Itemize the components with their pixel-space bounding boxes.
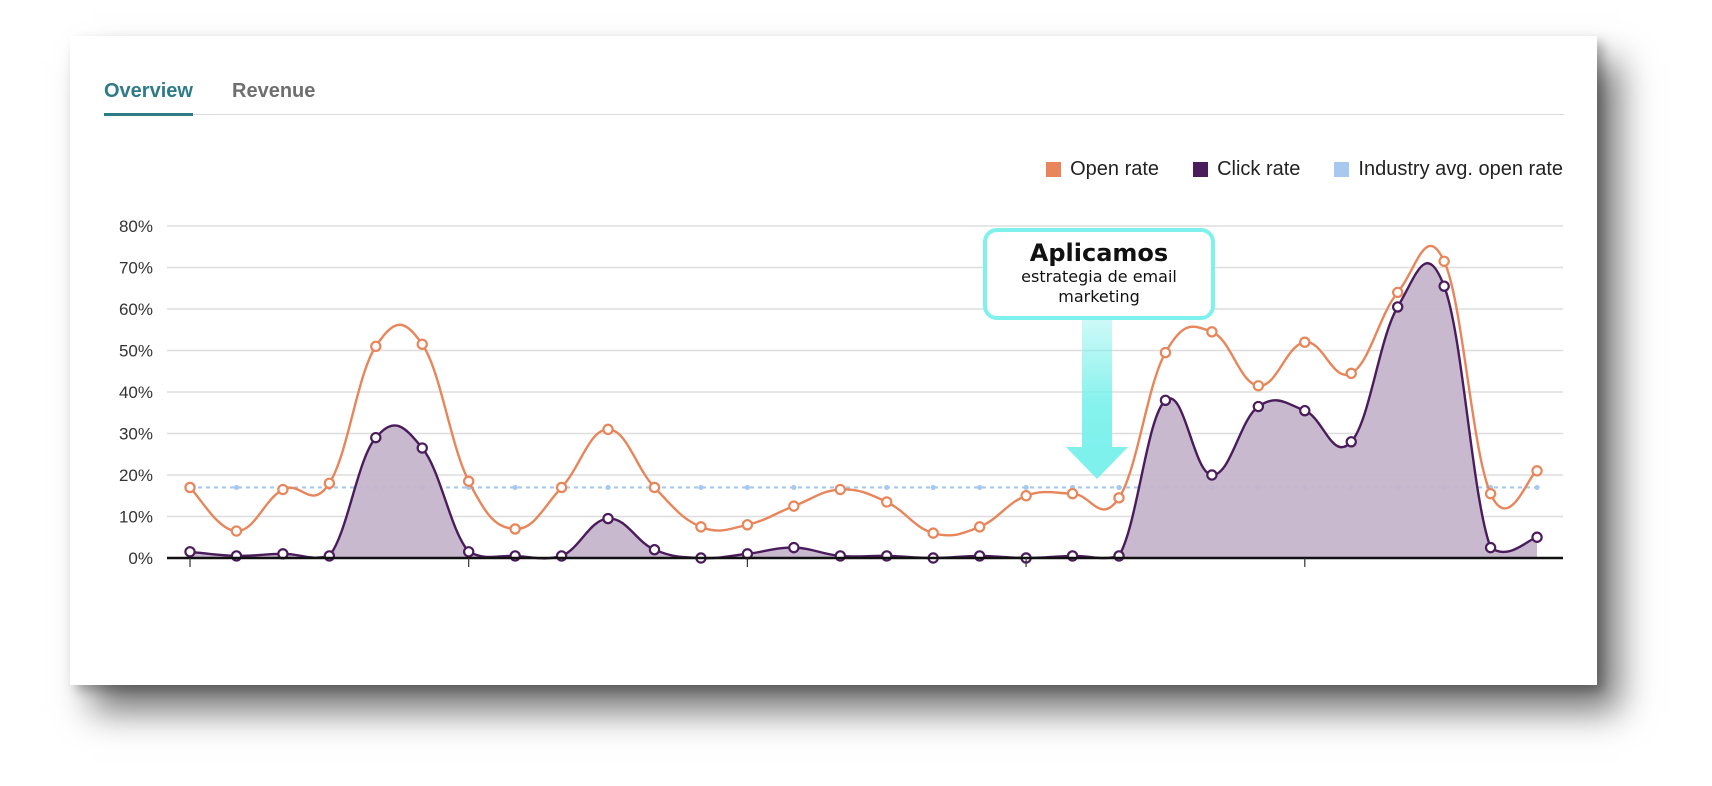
svg-text:80%: 80% bbox=[119, 217, 153, 236]
click-rate-point[interactable] bbox=[1345, 436, 1357, 448]
click-rate-point[interactable] bbox=[1438, 280, 1450, 292]
svg-text:50%: 50% bbox=[119, 342, 153, 361]
open-rate-point[interactable] bbox=[741, 519, 754, 531]
open-rate-point[interactable] bbox=[416, 338, 428, 350]
open-rate-point[interactable] bbox=[509, 523, 521, 535]
click-rate-point[interactable] bbox=[1159, 394, 1172, 406]
open-rate-point[interactable] bbox=[1345, 367, 1357, 380]
open-rate-point[interactable] bbox=[277, 483, 289, 496]
click-rate-point[interactable] bbox=[370, 431, 382, 444]
legend-click-rate[interactable]: Click rate bbox=[1193, 158, 1300, 181]
click-rate-point[interactable] bbox=[1299, 404, 1311, 417]
open-rate-point[interactable] bbox=[1484, 487, 1497, 500]
click-rate-point[interactable] bbox=[184, 546, 196, 558]
click-rate-point[interactable] bbox=[602, 512, 614, 525]
open-rate-point[interactable] bbox=[555, 481, 568, 494]
svg-text:10%: 10% bbox=[119, 508, 153, 527]
open-rate-point[interactable] bbox=[1113, 492, 1125, 504]
open-rate-point[interactable] bbox=[463, 475, 475, 487]
annotation-callout: Aplicamos estrategia de email marketing bbox=[983, 228, 1215, 320]
chart-legend: Open rate Click rate Industry avg. open … bbox=[1046, 158, 1563, 181]
click-rate-point[interactable] bbox=[1391, 301, 1404, 313]
legend-open-rate[interactable]: Open rate bbox=[1046, 158, 1159, 181]
open-rate-point[interactable] bbox=[184, 481, 196, 494]
tab-overview[interactable]: Overview bbox=[104, 80, 193, 116]
callout-subtitle: estrategia de email bbox=[1021, 267, 1177, 286]
open-rate-point[interactable] bbox=[695, 521, 707, 533]
industry-avg-swatch-icon bbox=[1334, 162, 1350, 177]
click-rate-point[interactable] bbox=[788, 541, 800, 554]
callout-title: Aplicamos bbox=[1029, 239, 1169, 267]
click-rate-point[interactable] bbox=[1531, 531, 1543, 543]
open-rate-point[interactable] bbox=[834, 483, 847, 496]
open-rate-point[interactable] bbox=[1159, 346, 1172, 359]
svg-text:0%: 0% bbox=[128, 549, 153, 568]
svg-text:30%: 30% bbox=[119, 425, 153, 444]
chart-series bbox=[184, 244, 1543, 564]
click-rate-point[interactable] bbox=[416, 442, 428, 454]
open-rate-point[interactable] bbox=[973, 521, 986, 533]
open-rate-point[interactable] bbox=[370, 340, 382, 353]
click-rate-swatch-icon bbox=[1193, 162, 1209, 177]
line-chart: 0% 10% 20% 30% 40% 50% 60% 70% 80% bbox=[119, 217, 1563, 568]
click-rate-point[interactable] bbox=[648, 544, 661, 556]
svg-text:40%: 40% bbox=[119, 383, 153, 402]
open-rate-point[interactable] bbox=[927, 527, 939, 539]
y-axis-labels: 0% 10% 20% 30% 40% 50% 60% 70% 80% bbox=[119, 217, 153, 568]
svg-text:20%: 20% bbox=[119, 466, 153, 485]
open-rate-point[interactable] bbox=[1252, 380, 1265, 392]
open-rate-point[interactable] bbox=[1391, 286, 1404, 299]
svg-text:60%: 60% bbox=[119, 300, 153, 319]
click-rate-point[interactable] bbox=[1206, 469, 1218, 481]
legend-label: Click rate bbox=[1217, 158, 1301, 180]
tab-bar: Overview Revenue bbox=[104, 80, 1564, 116]
click-rate-point[interactable] bbox=[1484, 541, 1497, 554]
legend-industry-avg[interactable]: Industry avg. open rate bbox=[1334, 158, 1563, 181]
open-rate-point[interactable] bbox=[881, 496, 893, 508]
open-rate-point[interactable] bbox=[602, 423, 614, 436]
open-rate-point[interactable] bbox=[1299, 336, 1311, 348]
click-rate-point[interactable] bbox=[463, 546, 475, 558]
click-rate-point[interactable] bbox=[1252, 400, 1265, 413]
open-rate-point[interactable] bbox=[1020, 490, 1032, 502]
open-rate-point[interactable] bbox=[230, 525, 243, 537]
tab-revenue[interactable]: Revenue bbox=[232, 80, 316, 102]
open-rate-point[interactable] bbox=[1438, 255, 1450, 267]
open-rate-point[interactable] bbox=[648, 481, 661, 494]
open-rate-point[interactable] bbox=[323, 477, 336, 489]
chart-card: Overview Revenue Open rate Click rate In… bbox=[70, 36, 1597, 685]
legend-label: Industry avg. open rate bbox=[1358, 158, 1563, 180]
open-rate-point[interactable] bbox=[1531, 465, 1543, 477]
callout-subtitle: marketing bbox=[1058, 287, 1140, 306]
open-rate-point[interactable] bbox=[1206, 326, 1218, 338]
legend-label: Open rate bbox=[1070, 158, 1160, 180]
open-rate-point[interactable] bbox=[1066, 487, 1079, 500]
open-rate-swatch-icon bbox=[1046, 162, 1062, 177]
svg-text:70%: 70% bbox=[119, 259, 153, 278]
open-rate-point[interactable] bbox=[788, 500, 800, 512]
x-axis bbox=[167, 556, 1563, 567]
